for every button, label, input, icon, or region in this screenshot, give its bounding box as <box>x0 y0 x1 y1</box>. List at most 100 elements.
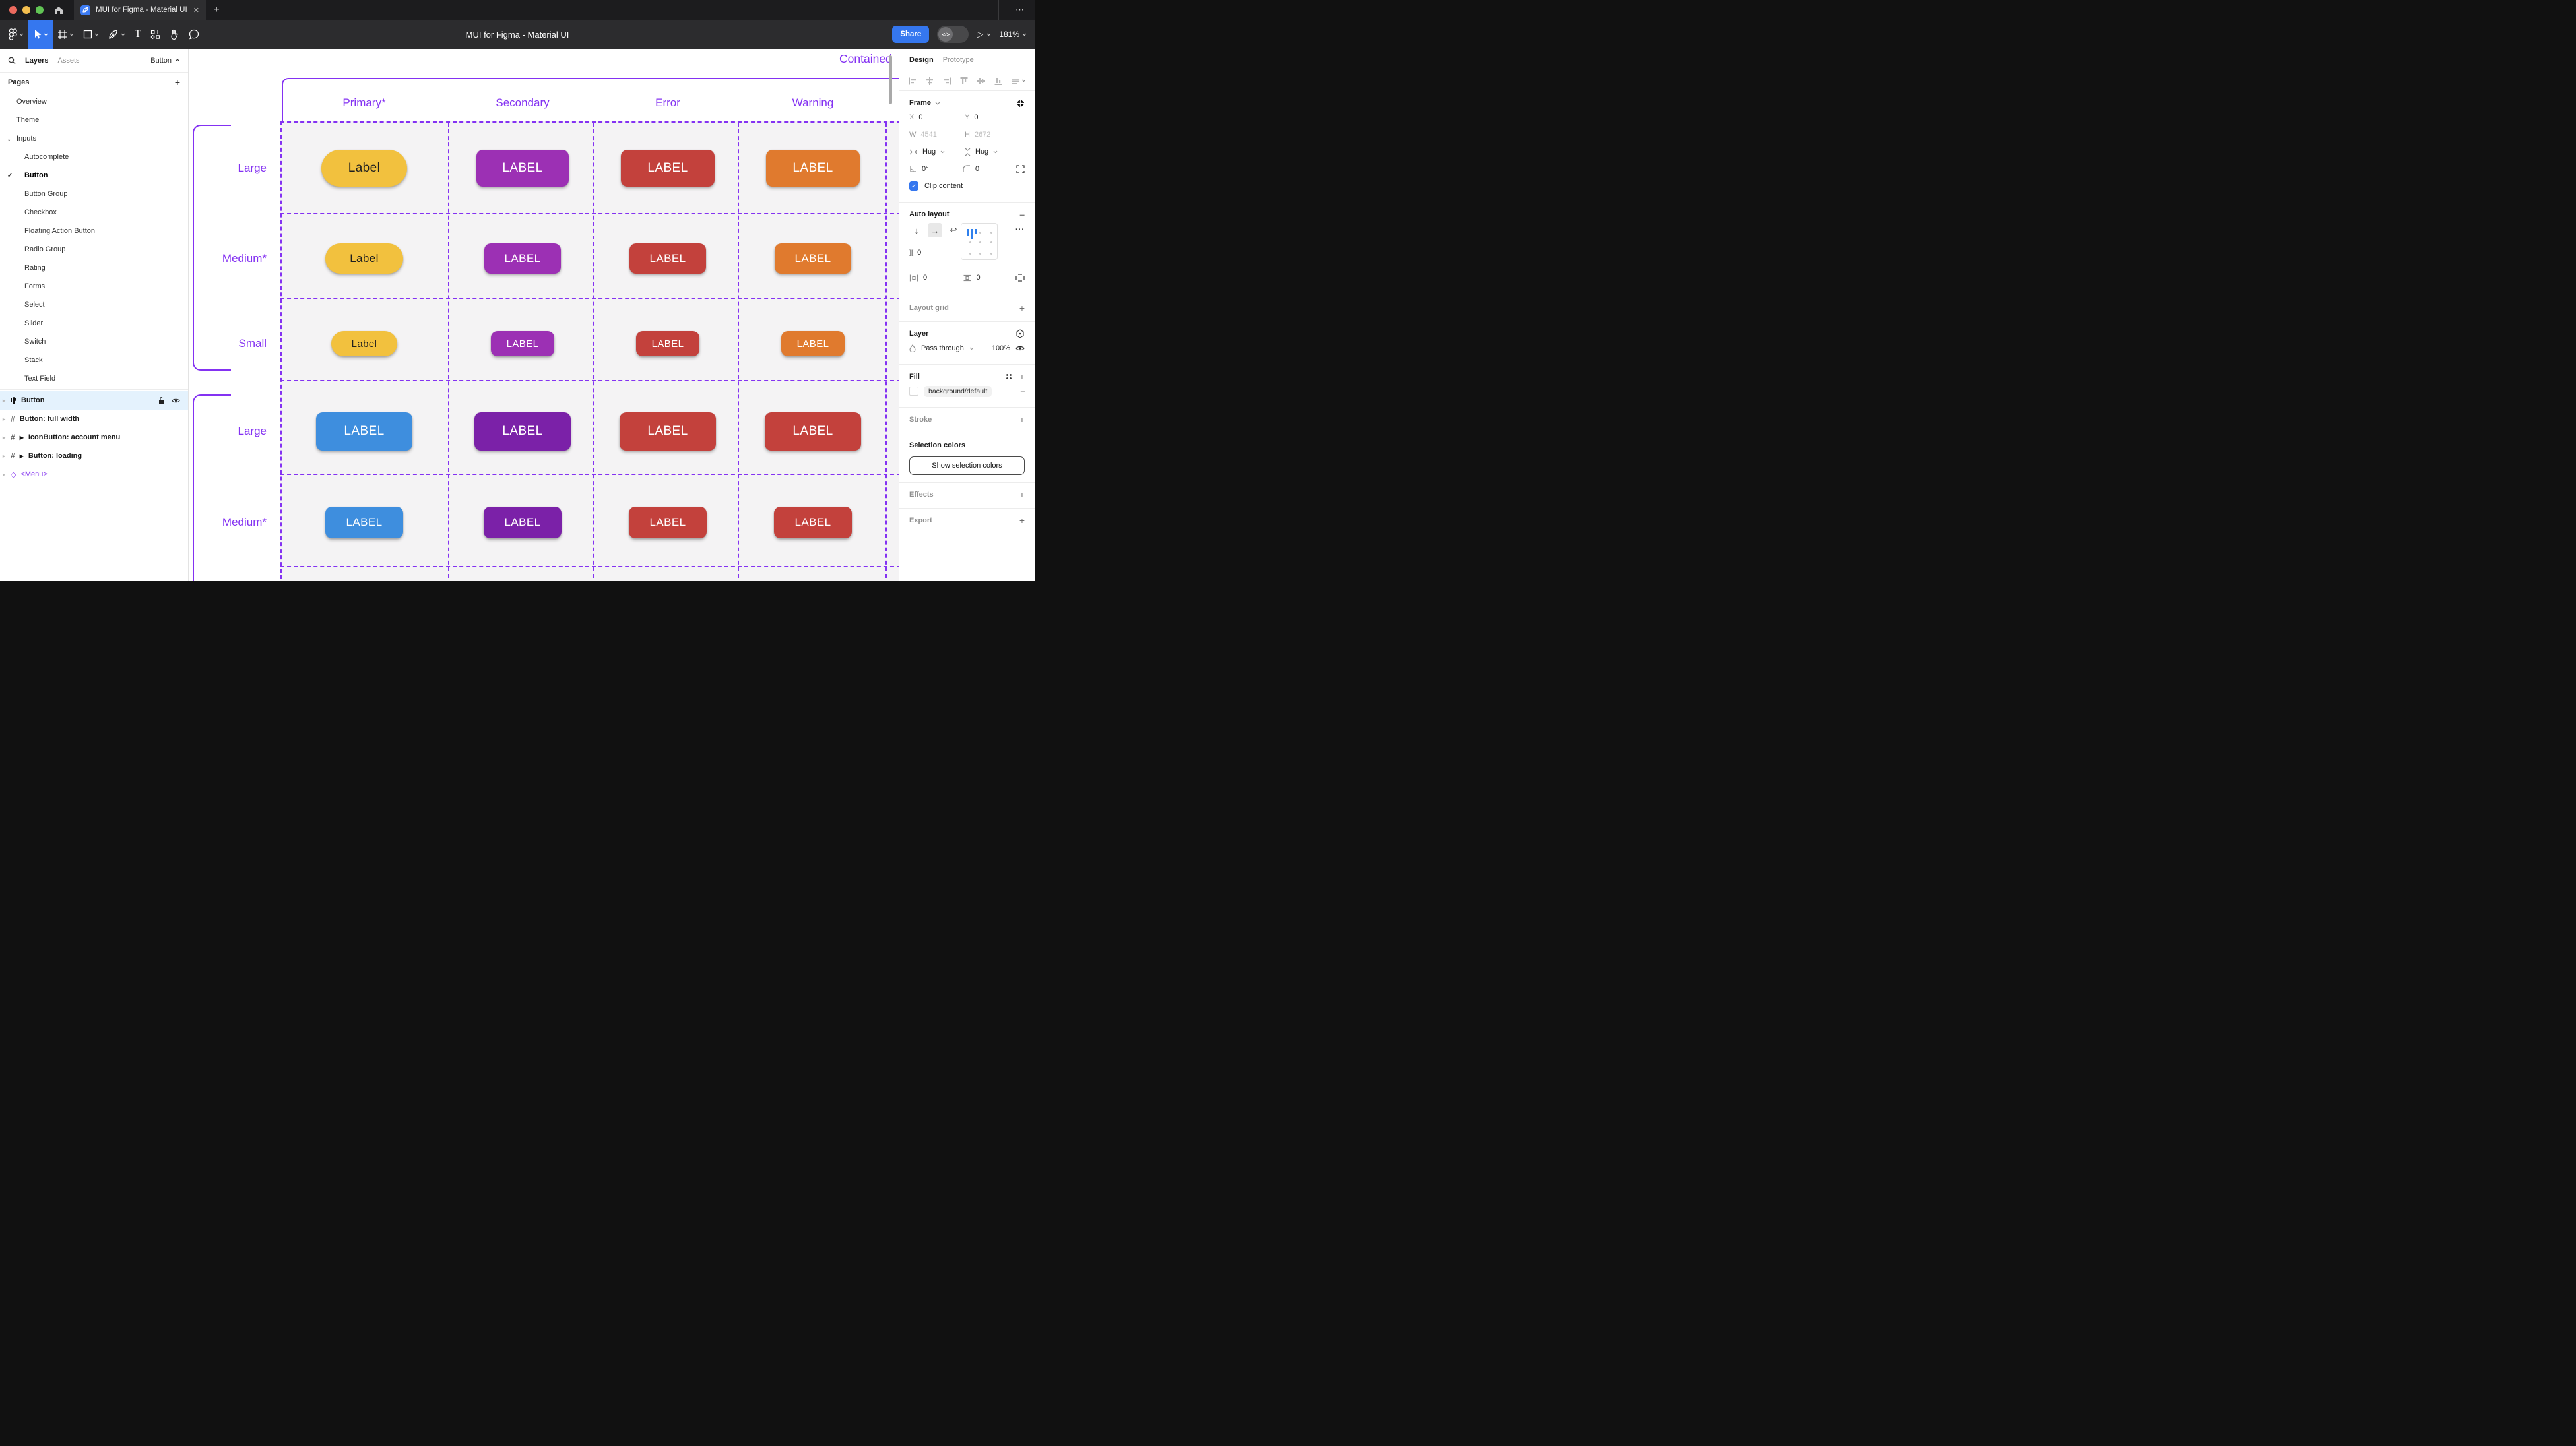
layout-wrap-button[interactable]: ↩ <box>950 225 957 235</box>
add-effect-button[interactable]: + <box>1019 489 1025 500</box>
align-top-icon[interactable] <box>959 77 969 86</box>
page-context-dropdown[interactable]: Button <box>150 57 180 65</box>
horizontal-sizing-dropdown[interactable]: Hug <box>909 148 965 156</box>
move-tool-button[interactable] <box>28 20 53 49</box>
layer-row-button[interactable]: ▸ Button <box>0 391 188 410</box>
canvas-button-deep-purple-medium[interactable]: LABEL <box>484 507 562 538</box>
horizontal-padding-input[interactable]: 0 <box>923 274 928 282</box>
align-right-icon[interactable] <box>942 77 951 86</box>
collapse-panel-icon[interactable] <box>1016 99 1025 108</box>
height-input[interactable]: 2672 <box>974 131 991 139</box>
sidebar-item-text-field[interactable]: Text Field <box>0 369 188 388</box>
align-v-center-icon[interactable] <box>977 77 986 86</box>
canvas-button-error-large[interactable]: LABEL <box>621 150 715 187</box>
present-button[interactable]: ▷ <box>977 29 991 40</box>
canvas-button-error2-medium[interactable]: LABEL <box>629 507 707 538</box>
canvas-button-info-large[interactable]: LABEL <box>316 412 412 451</box>
layout-vertical-button[interactable]: ↓ <box>914 225 919 236</box>
collapse-chevron-icon[interactable]: ▸ <box>3 416 6 422</box>
rotation-input[interactable]: 0° <box>922 165 929 173</box>
text-tool-button[interactable]: T <box>130 20 146 49</box>
tab-assets[interactable]: Assets <box>57 56 80 65</box>
canvas-button-warning-small[interactable]: LABEL <box>781 331 845 356</box>
canvas-button-deep-purple-large[interactable]: LABEL <box>474 412 571 451</box>
dev-mode-toggle[interactable]: </> <box>937 26 969 43</box>
fill-color-swatch[interactable] <box>909 387 918 396</box>
canvas-scrollbar[interactable] <box>889 55 892 104</box>
canvas-button-error3-large[interactable]: LABEL <box>765 412 861 451</box>
tab-close-icon[interactable]: ✕ <box>193 6 199 15</box>
main-menu-button[interactable] <box>4 20 28 49</box>
window-controls[interactable] <box>9 6 44 14</box>
collapse-chevron-icon[interactable]: ▸ <box>3 397 6 404</box>
sidebar-item-stack[interactable]: Stack <box>0 351 188 369</box>
layout-horizontal-button[interactable]: → <box>928 223 942 237</box>
clip-content-control[interactable]: ✓ Clip content <box>909 177 1025 195</box>
canvas-button-error3-medium[interactable]: LABEL <box>774 507 852 538</box>
sidebar-item-button-group[interactable]: Button Group <box>0 185 188 203</box>
canvas-button-warning-large[interactable]: LABEL <box>766 150 860 187</box>
y-input[interactable]: 0 <box>974 113 979 121</box>
browser-tab[interactable]: MUI for Figma - Material UI ✕ <box>74 0 206 20</box>
add-fill-button[interactable]: + <box>1019 371 1025 382</box>
canvas-button-primary-medium[interactable]: Label <box>325 243 403 274</box>
hand-tool-button[interactable] <box>165 20 184 49</box>
tab-layers[interactable]: Layers <box>25 56 49 65</box>
x-input[interactable]: 0 <box>918 113 923 121</box>
chevron-down-icon[interactable] <box>935 102 940 105</box>
comment-tool-button[interactable] <box>184 20 204 49</box>
design-canvas[interactable]: Contained Primary* Secondary Error Warni… <box>189 49 899 581</box>
clip-content-checkbox[interactable]: ✓ <box>909 181 918 191</box>
canvas-button-secondary-medium[interactable]: LABEL <box>484 243 561 274</box>
collapse-chevron-icon[interactable]: ▸ <box>3 453 6 459</box>
blend-mode-icon[interactable] <box>1015 329 1025 338</box>
minimize-window-button[interactable] <box>22 6 30 14</box>
canvas-button-info-medium[interactable]: LABEL <box>325 507 403 538</box>
shape-tool-button[interactable] <box>79 20 104 49</box>
canvas-button-error-small[interactable]: LABEL <box>636 331 699 356</box>
sidebar-item-slider[interactable]: Slider <box>0 314 188 332</box>
canvas-button-error-medium[interactable]: LABEL <box>629 243 706 274</box>
sidebar-item-overview[interactable]: Overview <box>0 92 188 111</box>
sidebar-item-inputs[interactable]: ↓ Inputs <box>0 129 188 148</box>
add-layout-grid-button[interactable]: + <box>1019 303 1025 313</box>
eye-icon[interactable] <box>172 398 180 404</box>
remove-auto-layout-button[interactable]: – <box>1019 209 1025 220</box>
gap-input[interactable]: 0 <box>917 249 922 257</box>
file-title[interactable]: MUI for Figma - Material UI <box>465 29 569 40</box>
zoom-menu[interactable]: 181% <box>999 30 1027 39</box>
actions-tool-button[interactable] <box>146 20 165 49</box>
canvas-button-warning-medium[interactable]: LABEL <box>775 243 851 274</box>
eye-icon[interactable] <box>1015 345 1025 352</box>
add-stroke-button[interactable]: + <box>1019 414 1025 425</box>
canvas-button-primary-small[interactable]: Label <box>331 331 397 356</box>
browser-overflow-menu[interactable]: ⋯ <box>1015 5 1025 15</box>
add-page-button[interactable]: + <box>174 77 180 88</box>
layer-row-iconbutton-account-menu[interactable]: ▸ # ▶ IconButton: account menu <box>0 428 188 447</box>
distribute-menu[interactable] <box>1011 77 1026 86</box>
styles-icon[interactable] <box>1005 373 1013 381</box>
add-export-button[interactable]: + <box>1019 515 1025 526</box>
sidebar-item-theme[interactable]: Theme <box>0 111 188 129</box>
layer-row-button-loading[interactable]: ▸ # ▶ Button: loading <box>0 447 188 465</box>
layer-row-menu-instance[interactable]: ▸ ◇ <Menu> <box>0 465 188 484</box>
auto-layout-more-icon[interactable]: ··· <box>1015 226 1025 234</box>
sidebar-item-forms[interactable]: Forms <box>0 277 188 296</box>
fill-token-pill[interactable]: background/default <box>924 385 992 397</box>
vertical-sizing-dropdown[interactable]: Hug <box>965 148 1020 156</box>
tab-design[interactable]: Design <box>909 55 934 64</box>
independent-padding-icon[interactable] <box>1015 274 1025 282</box>
align-bottom-icon[interactable] <box>994 77 1003 86</box>
align-h-center-icon[interactable] <box>925 77 934 86</box>
opacity-input[interactable]: 100% <box>991 344 1010 352</box>
independent-corners-icon[interactable] <box>1016 164 1025 173</box>
corner-radius-input[interactable]: 0 <box>975 165 980 173</box>
close-window-button[interactable] <box>9 6 17 14</box>
width-input[interactable]: 4541 <box>920 131 937 139</box>
alignment-widget[interactable] <box>961 223 998 260</box>
collapse-chevron-icon[interactable]: ▸ <box>3 471 6 478</box>
show-selection-colors-button[interactable]: Show selection colors <box>909 456 1025 475</box>
sidebar-item-select[interactable]: Select <box>0 296 188 314</box>
sidebar-item-checkbox[interactable]: Checkbox <box>0 203 188 222</box>
canvas-button-secondary-large[interactable]: LABEL <box>476 150 569 187</box>
